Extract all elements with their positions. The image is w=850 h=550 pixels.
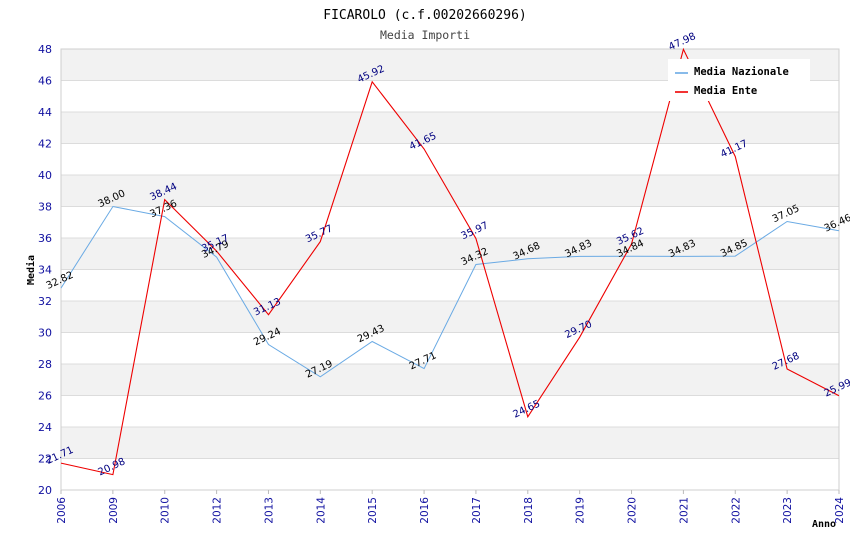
- data-label-media-nazionale: 36.46: [823, 212, 850, 234]
- data-label-media-ente: 24.65: [511, 398, 542, 420]
- series-line-media-nazionale: [60, 205, 840, 378]
- x-axis-ticks: 2006 2009 2010 2012 2013 2014 2015 2016 2017 2018…: [56, 490, 846, 524]
- legend-label-media-nazionale: Media Nazionale: [694, 66, 789, 78]
- x-tick-label: 2014: [315, 497, 327, 524]
- y-tick-label: 38: [38, 201, 52, 214]
- y-tick-label: 36: [38, 232, 52, 245]
- y-tick-label: 44: [38, 106, 52, 119]
- y-tick-label: 26: [38, 390, 52, 403]
- x-tick-label: 2022: [730, 497, 742, 524]
- y-axis-label: Media: [25, 255, 37, 285]
- y-tick-label: 30: [38, 327, 52, 340]
- legend-label-media-ente: Media Ente: [694, 85, 757, 97]
- y-tick-label: 22: [38, 453, 52, 466]
- y-tick-label: 32: [38, 295, 52, 308]
- y-tick-label: 20: [38, 484, 52, 497]
- y-axis-ticks: 20 22 24 26 28 30 32 34 36 38 40 42 44 46 48: [38, 43, 52, 497]
- x-tick-label: 2009: [108, 497, 120, 524]
- y-tick-label: 48: [38, 43, 52, 56]
- y-tick-label: 46: [38, 75, 52, 88]
- chart-title: FICAROLO (c.f.00202660296): [323, 8, 527, 23]
- legend-box: [668, 59, 810, 101]
- x-tick-label: 2018: [523, 497, 535, 524]
- data-label-media-ente: 20.98: [97, 456, 128, 478]
- series-lines: [60, 47, 840, 476]
- series-line-media-ente: [60, 47, 840, 476]
- x-tick-label: 2017: [471, 497, 483, 524]
- plot-border: [60, 48, 840, 491]
- chart-subtitle: Media Importi: [380, 28, 470, 42]
- plot-band: [61, 112, 839, 144]
- x-tick-label: 2020: [627, 497, 639, 524]
- x-axis-label: Anno: [812, 519, 836, 530]
- plot-band: [61, 175, 839, 207]
- plot-background-bands: [61, 49, 839, 459]
- data-label-media-ente: 21.71: [45, 445, 76, 467]
- legend: Media Nazionale Media Ente: [668, 59, 810, 101]
- x-tick-label: 2019: [575, 497, 587, 524]
- y-tick-label: 40: [38, 169, 52, 182]
- x-tick-label: 2023: [782, 497, 794, 524]
- x-tick-label: 2016: [419, 497, 431, 524]
- y-tick-label: 24: [38, 421, 52, 434]
- y-tick-label: 34: [38, 264, 52, 277]
- y-tick-label: 42: [38, 138, 52, 151]
- x-tick-label: 2006: [56, 497, 68, 524]
- plot-band: [61, 427, 839, 459]
- x-tick-label: 2015: [367, 497, 379, 524]
- x-tick-label: 2013: [263, 497, 275, 524]
- x-tick-label: 2021: [678, 497, 690, 524]
- plot-band: [61, 238, 839, 270]
- plot-band: [61, 364, 839, 396]
- x-tick-label: 2012: [212, 497, 224, 524]
- y-tick-label: 28: [38, 358, 52, 371]
- x-tick-label: 2024: [834, 497, 846, 524]
- x-tick-label: 2010: [160, 497, 172, 524]
